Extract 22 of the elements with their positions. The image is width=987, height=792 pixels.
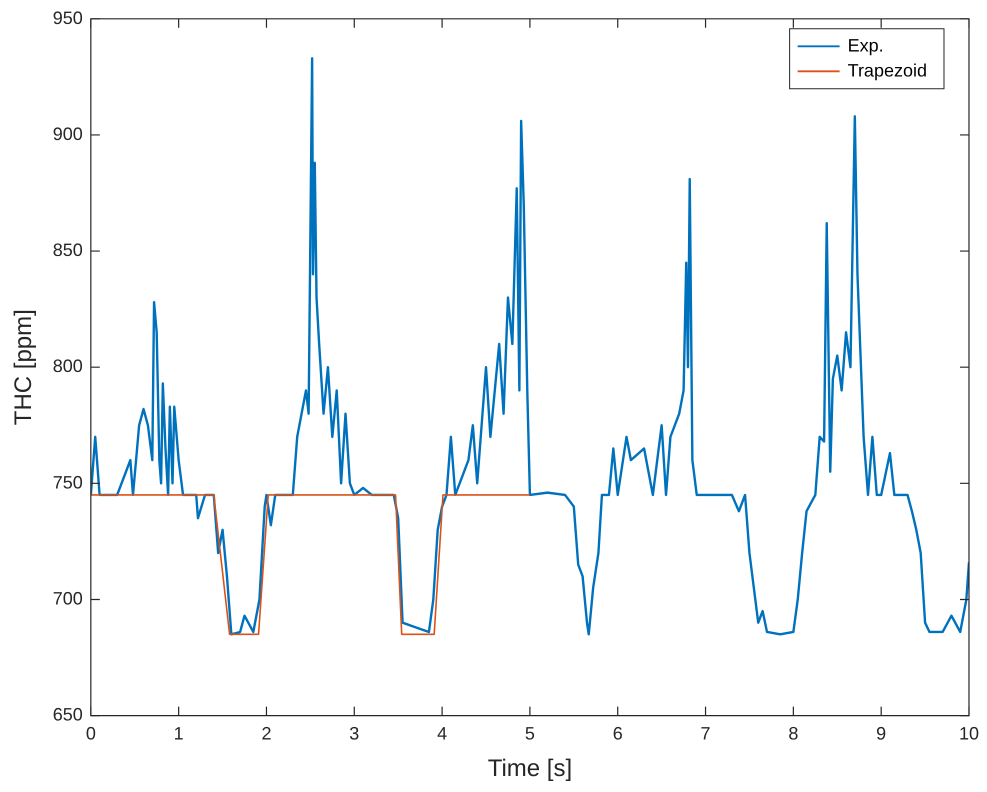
y-axis-title: THC [ppm] [10, 309, 38, 426]
x-tick-label: 2 [261, 723, 272, 744]
y-tick-label: 850 [52, 240, 83, 260]
y-tick-label: 750 [52, 472, 83, 492]
x-tick-label: 6 [612, 723, 623, 744]
x-tick-label: 9 [876, 723, 886, 744]
x-tick-label: 8 [788, 723, 798, 744]
y-tick-label: 950 [52, 8, 83, 28]
y-tick-label: 900 [52, 124, 83, 144]
x-tick-label: 5 [524, 723, 535, 744]
x-tick-label: 4 [437, 723, 448, 744]
x-tick-label: 0 [86, 723, 96, 744]
y-tick-label: 700 [52, 588, 83, 608]
legend-label: Exp. [848, 35, 884, 56]
x-axis-title: Time [s] [488, 755, 572, 782]
y-tick-label: 800 [52, 356, 83, 376]
x-tick-label: 10 [958, 723, 980, 744]
x-tick-label: 3 [349, 723, 360, 744]
y-tick-label: 650 [52, 704, 83, 725]
x-tick-label: 7 [700, 723, 711, 744]
x-tick-label: 1 [174, 723, 184, 744]
legend-label: Trapezoid [848, 60, 927, 80]
